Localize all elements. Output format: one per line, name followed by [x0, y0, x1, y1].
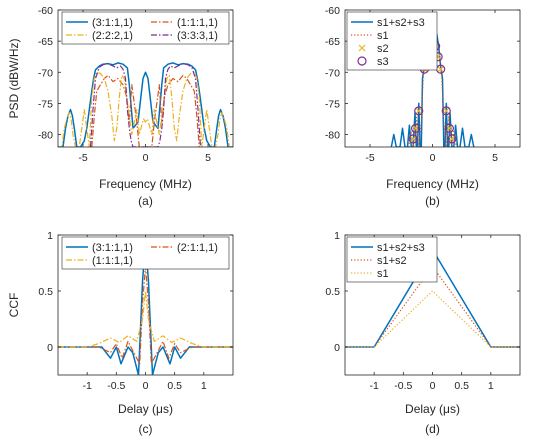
chart-b-series-4-point	[411, 123, 421, 133]
chart-b-legend-label: s2	[377, 43, 389, 55]
chart-a-xtick-label: 5	[205, 152, 211, 164]
chart-c-y-axis-label: CCF	[7, 293, 21, 318]
chart-a-caption: (a)	[138, 194, 153, 208]
chart-c-legend-box	[61, 236, 230, 270]
chart-d-xtick-label: 1	[488, 380, 494, 392]
chart-b-series-3-point	[448, 135, 456, 143]
chart-a: -5 0 5 -60 -65 -70 -75 -80 Frequency (MHz) PSD (d…	[7, 5, 234, 208]
chart-c-xtick-label: 0	[143, 380, 149, 392]
chart-b-xtick-label: 5	[492, 152, 498, 164]
chart-c-legend-label: (3:1:1,1)	[92, 242, 133, 254]
chart-b-ytick-label: -80	[325, 130, 340, 142]
chart-b-ytick-label: -70	[325, 67, 340, 79]
chart-a-legend: (3:1:1,1) (1:1:1,1) (2:2:2,1) (3:3:3,1)	[61, 11, 230, 45]
chart-a-xtick-label: 0	[143, 152, 149, 164]
chart-b-series-3-point	[409, 135, 417, 143]
chart-d-legend-label: s1+s2	[377, 255, 407, 267]
chart-c-x-axis-label: Delay (μs)	[118, 402, 173, 416]
chart-b-series-4-point	[444, 123, 454, 133]
chart-b-series-4-point	[441, 106, 451, 116]
chart-c-xtick-label: 0.5	[167, 380, 182, 392]
chart-a-ytick-label: -70	[38, 67, 53, 79]
chart-c-legend-label: (2:1:1,1)	[177, 242, 218, 254]
chart-d-ytick-label: 0	[334, 342, 340, 354]
chart-c-legend-label: (1:1:1,1)	[92, 255, 133, 267]
chart-a-legend-label: (3:1:1,1)	[92, 17, 133, 29]
chart-a-ytick-label: -65	[38, 36, 53, 48]
chart-a-series-2-line	[91, 74, 200, 147]
chart-c-ytick-label: 0	[47, 342, 53, 354]
chart-b-legend-swatch	[358, 44, 366, 52]
chart-c-series-3-line	[58, 290, 233, 348]
chart-a-series-3-line	[58, 71, 233, 147]
chart-d-ytick-label: 0.5	[325, 286, 340, 298]
chart-b-series-4-point	[414, 106, 424, 116]
chart-a-plot-area	[58, 62, 233, 147]
chart-d-xtick-label: -1	[369, 380, 378, 392]
chart-c-caption: (c)	[139, 422, 153, 436]
chart-d-series-3-line	[345, 290, 520, 348]
chart-c: -1 -0.5 0 0.5 1 1 0.5 0 Delay (μs) CCF (c) (3:1:1,1…	[7, 230, 234, 436]
chart-c-ytick-label: 0.5	[38, 286, 53, 298]
chart-d-xtick-label: 0.5	[454, 380, 469, 392]
chart-b-legend-label: s3	[377, 56, 389, 68]
chart-b-series-3-point	[412, 124, 420, 132]
chart-c-xtick-label: -0.5	[107, 380, 125, 392]
chart-b-series-3-point	[415, 107, 423, 115]
chart-a-xtick-label: -5	[78, 152, 87, 164]
chart-d-xtick-label: 0	[430, 380, 436, 392]
chart-b-series-3-point	[445, 124, 453, 132]
chart-c-ytick-label: 1	[47, 230, 53, 242]
chart-a-ytick-label: -60	[38, 5, 53, 17]
chart-a-x-axis-label: Frequency (MHz)	[99, 177, 192, 191]
chart-b-ytick-label: -60	[325, 5, 340, 17]
chart-c-xtick-label: -1	[82, 380, 91, 392]
chart-b-ytick-label: -65	[325, 36, 340, 48]
chart-d-xtick-label: -0.5	[394, 380, 412, 392]
chart-b-legend-label: s1+s2+s3	[377, 17, 425, 29]
chart-a-legend-label: (3:3:3,1)	[177, 30, 218, 42]
chart-a-legend-box	[61, 11, 230, 45]
chart-b-legend-swatch	[357, 56, 367, 66]
chart-b-x-axis-label: Frequency (MHz)	[386, 177, 479, 191]
chart-b-series-4-point	[447, 134, 457, 144]
chart-d-x-axis-label: Delay (μs)	[405, 402, 460, 416]
chart-b: -5 0 5 -60 -65 -70 -75 -80 Frequency (MHz) (b) s1+…	[325, 5, 521, 208]
chart-a-ytick-label: -75	[38, 98, 53, 110]
chart-b-series-3-point	[437, 65, 445, 73]
chart-b-legend-label: s1	[377, 30, 389, 42]
chart-b-caption: (b)	[425, 194, 440, 208]
chart-a-ytick-label: -80	[38, 130, 53, 142]
chart-d-caption: (d)	[425, 422, 440, 436]
chart-a-series-4-line	[89, 62, 202, 147]
chart-b-xtick-label: 0	[430, 152, 436, 164]
chart-c-legend: (3:1:1,1) (2:1:1,1) (1:1:1,1)	[61, 236, 230, 270]
chart-b-series-4-point	[408, 134, 418, 144]
chart-d-ytick-label: 1	[334, 230, 340, 242]
chart-a-legend-label: (1:1:1,1)	[177, 17, 218, 29]
chart-c-series-2-line	[58, 265, 233, 365]
chart-c-xtick-label: 1	[201, 380, 207, 392]
chart-d-legend-label: s1	[377, 268, 389, 280]
chart-d: -1 -0.5 0 0.5 1 1 0.5 0 Delay (μs) (d) s1+s2+s3s1+…	[325, 230, 521, 436]
chart-d-legend-label: s1+s2+s3	[377, 242, 425, 254]
chart-a-y-axis-label: PSD (dBW/Hz)	[7, 38, 21, 118]
chart-d-legend-box	[346, 236, 438, 283]
chart-a-series-1-line	[58, 62, 233, 147]
chart-a-legend-label: (2:2:2,1)	[92, 30, 133, 42]
chart-b-ytick-label: -75	[325, 98, 340, 110]
chart-b-xtick-label: -5	[365, 152, 374, 164]
chart-b-series-3-point	[442, 107, 450, 115]
